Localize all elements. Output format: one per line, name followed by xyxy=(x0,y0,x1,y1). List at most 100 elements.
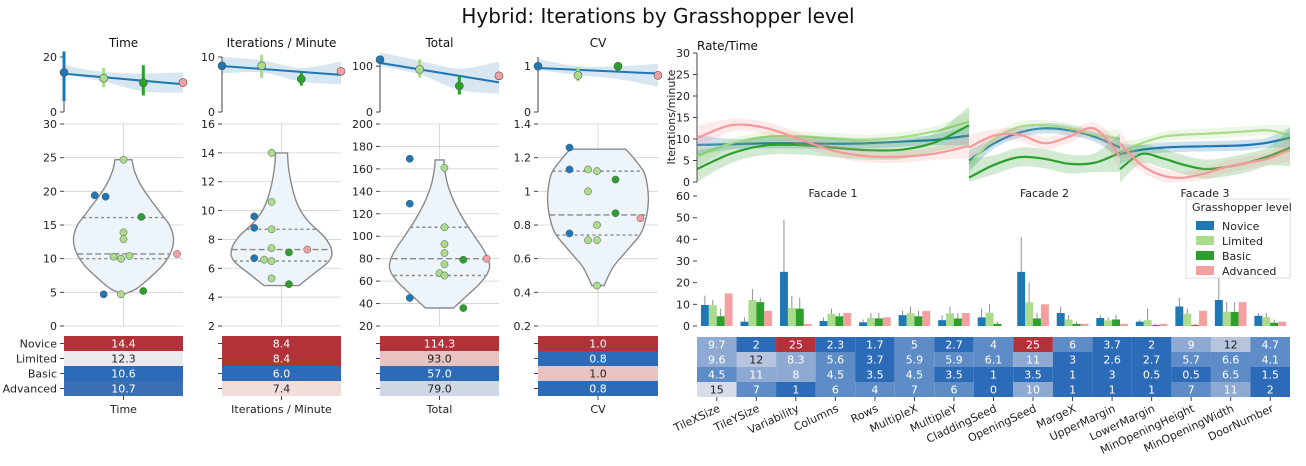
y-tick-label: 0 xyxy=(50,320,57,333)
param-bar xyxy=(1104,320,1113,326)
param-bar xyxy=(938,320,947,326)
legend-swatch xyxy=(1196,221,1214,230)
y-tick-label: 0.4 xyxy=(514,286,532,299)
param-table-cell xyxy=(973,337,1014,352)
param-table-cell xyxy=(697,382,737,397)
data-point xyxy=(260,255,268,264)
param-table-cell xyxy=(894,367,935,382)
summary-cell xyxy=(222,351,341,366)
param-bar xyxy=(1151,324,1160,326)
param-table-cell xyxy=(1210,337,1251,352)
param-bar xyxy=(780,271,788,326)
param-table-cell xyxy=(697,337,737,352)
legend-swatch xyxy=(1196,266,1214,275)
data-point xyxy=(99,290,108,299)
data-point xyxy=(440,249,449,257)
param-table-cell xyxy=(1131,337,1172,352)
param-table-value: 6 xyxy=(1069,339,1076,352)
param-bar xyxy=(756,302,765,326)
param-bar xyxy=(1183,313,1192,326)
param-table-value: 25 xyxy=(1026,339,1040,352)
summary-cell xyxy=(222,381,341,396)
summary-cell-value: 8.4 xyxy=(273,353,291,366)
rate-confidence-band xyxy=(1120,130,1290,183)
param-table-cell xyxy=(1250,352,1290,367)
param-table-value: 2 xyxy=(753,339,760,352)
y-tick-label: 14 xyxy=(201,147,215,160)
mean-point xyxy=(494,71,504,81)
legend-label: Novice xyxy=(1222,220,1260,233)
mean-point xyxy=(336,67,346,76)
param-table-value: 3 xyxy=(1069,354,1076,367)
param-table-cell xyxy=(973,352,1014,367)
param-table-value: 6 xyxy=(832,384,839,397)
param-table-cell xyxy=(1250,337,1290,352)
param-table-value: 9.7 xyxy=(708,339,726,352)
y-tick-label: 80 xyxy=(359,253,373,266)
summary-cell-value: 0.8 xyxy=(589,353,607,366)
param-bar xyxy=(874,318,883,326)
param-table-cell xyxy=(894,337,935,352)
y-tick-label: 1.4 xyxy=(514,118,532,131)
param-table-cell xyxy=(697,367,737,382)
param-table-cell xyxy=(1013,337,1053,352)
param-table-cell xyxy=(776,337,816,352)
rate-curve-basic xyxy=(696,124,970,171)
y-tick-label: 0.6 xyxy=(514,253,532,266)
param-table-value: 2 xyxy=(1267,384,1274,397)
param-table-value: 3.7 xyxy=(1103,339,1121,352)
y-tick-label: 8 xyxy=(208,233,215,246)
y-tick-label: 40 xyxy=(676,233,690,246)
y-tick-label: 180 xyxy=(352,140,373,153)
summary-cell-value: 93.0 xyxy=(427,353,452,366)
param-table-value: 1 xyxy=(1148,384,1155,397)
row-label: Limited xyxy=(16,353,57,366)
param-bar xyxy=(740,321,749,326)
rate-curve-advanced xyxy=(696,123,970,159)
param-bar xyxy=(993,323,1002,326)
param-bar xyxy=(1222,311,1231,326)
data-point xyxy=(90,191,99,200)
rate-confidence-band xyxy=(697,118,969,164)
param-table-value: 1 xyxy=(1109,384,1116,397)
rate-curve-novice xyxy=(696,134,970,147)
row-label: Advanced xyxy=(3,383,57,396)
y-tick-label: 0 xyxy=(208,106,215,119)
data-point xyxy=(405,154,414,163)
param-table-value: 0.5 xyxy=(1182,369,1200,382)
param-table-cell xyxy=(1171,352,1211,367)
mean-point xyxy=(653,71,663,80)
param-table-value: 8 xyxy=(792,369,799,382)
y-tick-label: 0.8 xyxy=(514,219,532,232)
param-bar xyxy=(1072,323,1081,326)
panel-title: Total xyxy=(424,36,453,50)
param-table-cell xyxy=(894,352,935,367)
param-table-cell xyxy=(855,367,895,382)
param-bar xyxy=(985,312,994,326)
param-table-value: 4.1 xyxy=(1261,354,1279,367)
rate-curve-limited xyxy=(1119,129,1291,153)
param-bar xyxy=(898,315,907,326)
summary-cell-value: 10.7 xyxy=(111,383,136,396)
param-table-value: 0.5 xyxy=(1143,369,1161,382)
param-table-value: 3.5 xyxy=(945,369,963,382)
param-bar xyxy=(1278,321,1287,326)
param-bar xyxy=(708,305,717,326)
data-point xyxy=(250,212,259,221)
y-tick-label: 2 xyxy=(208,320,215,333)
y-tick-label: 6 xyxy=(208,262,215,275)
y-tick-label: 20 xyxy=(43,185,57,198)
legend-swatch xyxy=(1196,236,1214,245)
regression-line xyxy=(63,72,184,86)
y-tick-label: 1 xyxy=(524,60,531,73)
table-xlabel: Iterations / Minute xyxy=(231,403,332,416)
summary-cell xyxy=(538,366,658,381)
param-table-value: 3.5 xyxy=(1024,369,1042,382)
param-bar xyxy=(1096,317,1105,326)
summary-cell-value: 8.4 xyxy=(273,338,291,351)
y-tick-label: 40 xyxy=(359,298,373,311)
y-tick-label: 10 xyxy=(201,205,215,218)
param-table-value: 1.7 xyxy=(866,339,884,352)
data-point xyxy=(117,254,125,263)
y-tick-label: 0 xyxy=(366,106,373,119)
